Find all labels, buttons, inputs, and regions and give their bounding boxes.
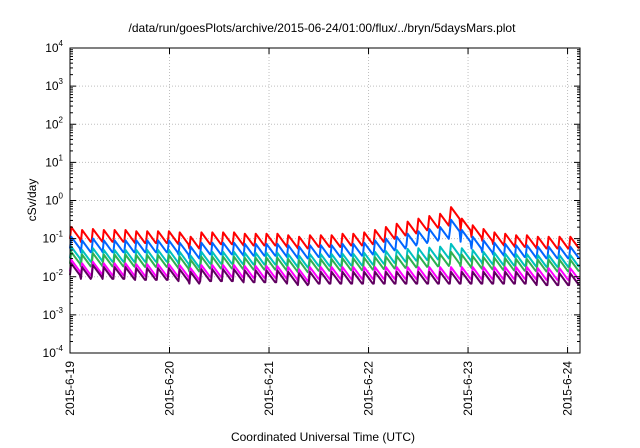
y-tick-label: 100 [45,192,63,208]
series-line [69,262,580,287]
series-line [69,206,580,250]
y-tick-label: 10-3 [43,306,64,322]
y-tick-label: 101 [45,153,63,169]
series-lines [69,206,580,287]
grid [69,47,580,354]
series-line [69,250,580,274]
x-tick-label: 2015-6-24 [561,361,575,416]
y-tick-label: 103 [45,77,63,93]
y-tick-label: 102 [45,115,63,131]
y-axis-label: cSv/day [25,179,39,222]
x-tick-label: 2015-6-22 [362,361,376,416]
chart-title: /data/run/goesPlots/archive/2015-06-24/0… [129,21,517,35]
axis-ticks: 10-4 10-3 10-2 10-1 100 101 102 103 104 2015-6-19… [43,39,580,416]
y-tick-label: 10-2 [43,268,64,284]
y-tick-label: 10-4 [43,344,64,360]
x-tick-label: 2015-6-23 [461,361,475,416]
x-axis-label: Coordinated Universal Time (UTC) [231,430,415,444]
y-tick-label: 104 [45,39,63,55]
x-tick-label: 2015-6-19 [63,361,77,416]
x-tick-label: 2015-6-20 [163,361,177,416]
x-tick-label: 2015-6-21 [262,361,276,416]
series-line [69,218,580,260]
y-tick-label: 10-1 [43,230,64,246]
